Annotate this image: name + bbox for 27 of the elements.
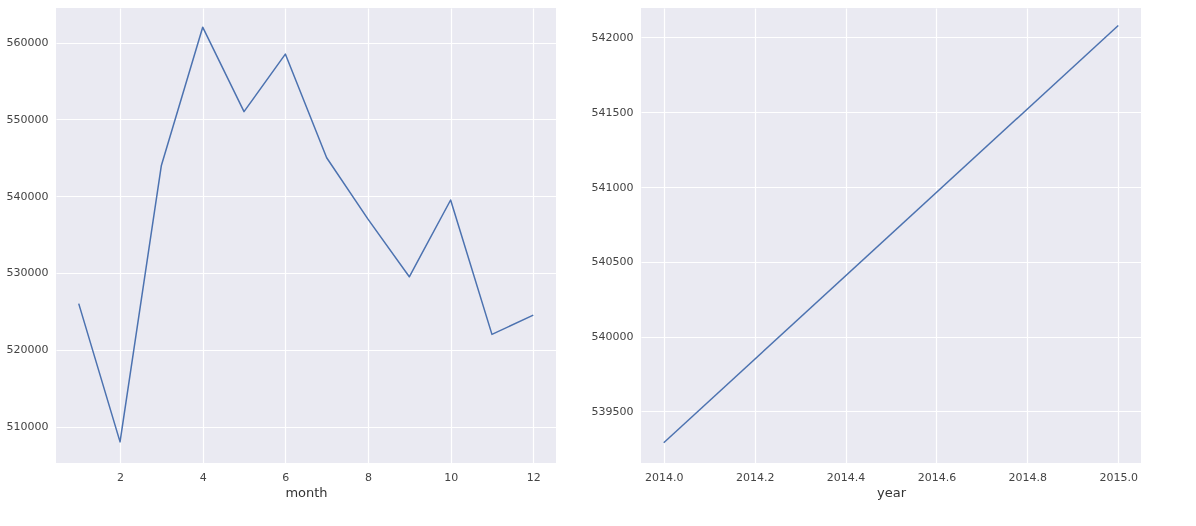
x-tick-label: 6 (282, 470, 290, 484)
x-tick-label: 12 (526, 470, 541, 484)
y-tick-label: 560000 (6, 36, 49, 50)
x-tick-label: 2014.4 (826, 470, 866, 484)
x-axis-title: year (876, 484, 907, 500)
y-tick-label: 541000 (591, 180, 634, 194)
x-tick-label: 2015.0 (1099, 470, 1139, 484)
y-tick-label: 542000 (591, 30, 634, 44)
y-tick-label: 540000 (591, 330, 634, 344)
line-series (77, 26, 535, 443)
y-tick-label: 510000 (6, 420, 49, 434)
x-tick-label: 4 (199, 470, 207, 484)
x-tick-label: 2014.2 (735, 470, 775, 484)
y-tick-label: 550000 (6, 112, 49, 126)
x-tick-label: 2 (117, 470, 125, 484)
x-tick-label: 8 (364, 470, 372, 484)
x-tick-label: 2014.6 (917, 470, 957, 484)
y-tick-label: 520000 (6, 343, 49, 357)
x-tick-label: 2014.0 (644, 470, 684, 484)
x-axis-title: month (285, 484, 328, 500)
x-tick-label: 10 (444, 470, 459, 484)
y-tick-label: 539500 (591, 404, 634, 418)
x-tick-label: 2014.8 (1008, 470, 1048, 484)
y-tick-label: 530000 (6, 266, 49, 280)
y-tick-label: 541500 (591, 105, 634, 119)
y-tick-label: 540500 (591, 255, 634, 269)
y-tick-label: 540000 (6, 189, 49, 203)
